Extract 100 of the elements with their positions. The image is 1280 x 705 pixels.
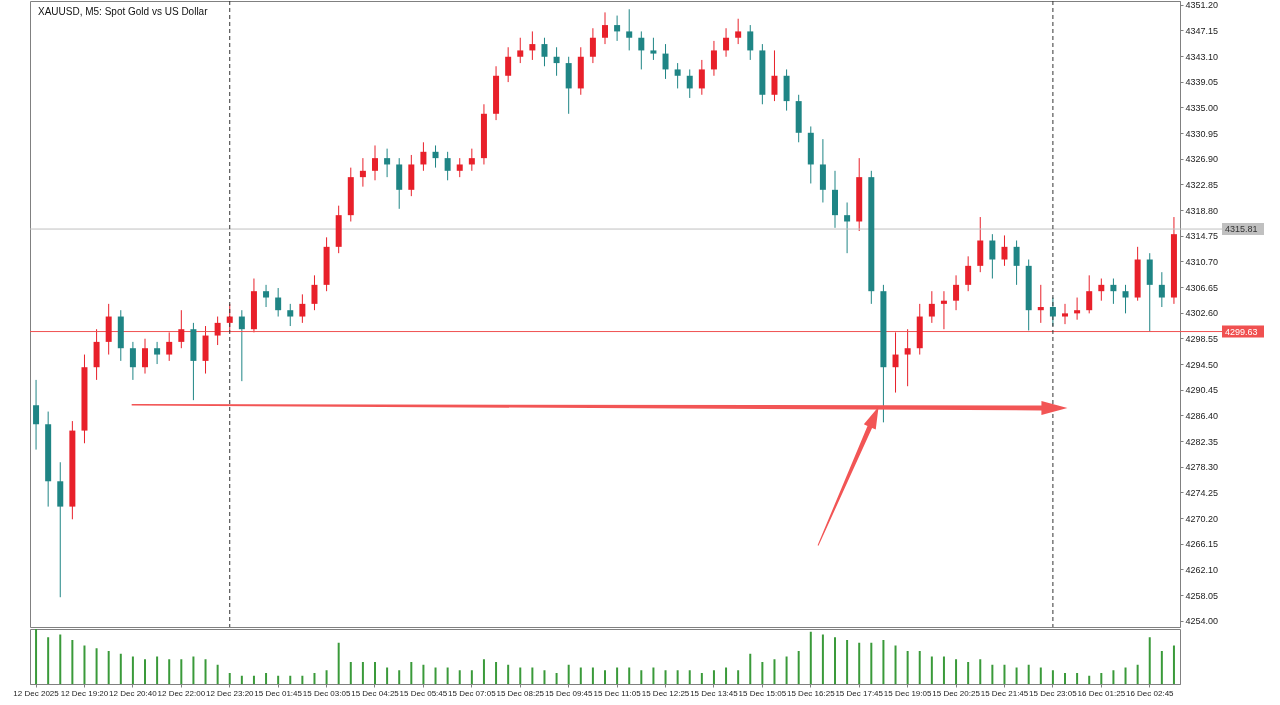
y-tick-label: 4298.55 <box>1185 333 1219 344</box>
y-tick-label: 4314.75 <box>1185 231 1219 242</box>
bar <box>313 673 316 684</box>
bar <box>725 667 728 684</box>
y-tick-label: 4318.80 <box>1185 205 1219 216</box>
bar <box>470 670 473 684</box>
bar <box>1015 667 1018 684</box>
chart-title: XAUUSD, M5: Spot Gold vs US Dollar <box>38 5 209 17</box>
x-tick-label: 15 Dec 21:45 <box>980 688 1029 698</box>
y-tick-label: 4274.25 <box>1185 487 1219 498</box>
bar <box>894 645 897 684</box>
candlestick <box>1122 284 1129 314</box>
candlestick <box>1110 278 1117 305</box>
x-tick-label: 15 Dec 11:05 <box>593 688 642 698</box>
y-tick-label: 4258.05 <box>1185 590 1219 601</box>
x-tick-label: 12 Dec 22:00 <box>157 688 206 698</box>
bar <box>918 651 921 684</box>
y-tick-label: 4335.00 <box>1185 102 1219 113</box>
bar <box>604 670 606 684</box>
bar <box>1172 645 1175 684</box>
candlestick <box>686 68 693 99</box>
bar <box>955 659 958 684</box>
x-tick-label: 15 Dec 16:25 <box>786 688 836 698</box>
bar <box>664 670 667 684</box>
y-tick-label: 4254.00 <box>1185 616 1219 627</box>
candlestick <box>1062 303 1068 325</box>
bar <box>277 675 280 684</box>
y-tick-label: 4343.10 <box>1185 51 1219 62</box>
bar <box>555 673 558 684</box>
bar <box>579 667 582 684</box>
x-tick-label: 16 Dec 01:25 <box>1077 688 1126 698</box>
candlestick <box>372 144 378 181</box>
y-tick-label: 4339.05 <box>1185 77 1219 88</box>
y-tick-label: 4306.65 <box>1185 282 1219 293</box>
x-tick-label: 15 Dec 20:25 <box>932 688 981 698</box>
candlestick <box>505 46 512 83</box>
x-tick-label: 15 Dec 08:25 <box>496 688 545 698</box>
x-tick-label: 15 Dec 09:45 <box>544 688 594 698</box>
candlestick <box>1013 240 1020 286</box>
y-tick-label: 4282.35 <box>1185 436 1219 447</box>
x-tick-label: 15 Dec 05:45 <box>399 688 448 698</box>
candlestick <box>1086 274 1093 314</box>
bar <box>846 640 849 684</box>
candlestick <box>214 316 221 346</box>
bar <box>1160 651 1163 684</box>
candlestick <box>432 144 439 169</box>
bar <box>567 664 570 684</box>
candlestick <box>311 274 318 311</box>
bar <box>386 667 389 684</box>
bar <box>616 667 619 684</box>
bar <box>712 670 715 684</box>
candlestick <box>263 284 270 308</box>
x-tick-label: 15 Dec 03:05 <box>302 688 351 698</box>
bar <box>1100 673 1103 684</box>
y-tick-label: 4302.60 <box>1185 308 1219 319</box>
candlestick <box>904 328 911 387</box>
bar <box>1003 664 1006 684</box>
candlestick <box>553 46 560 77</box>
bar <box>930 656 933 684</box>
candlestick <box>940 290 947 330</box>
bar <box>1112 670 1115 684</box>
candlestick <box>384 148 391 178</box>
bar <box>422 664 425 684</box>
bar <box>531 667 534 684</box>
candlestick <box>142 338 148 375</box>
candlestick <box>420 141 427 172</box>
y-tick-label: 4270.20 <box>1185 513 1219 524</box>
candlestick <box>638 30 645 70</box>
candlestick <box>468 148 475 172</box>
x-tick-label: 15 Dec 23:05 <box>1029 688 1078 698</box>
y-tick-label: 4322.85 <box>1185 179 1219 190</box>
bar <box>628 667 631 684</box>
bar <box>737 670 740 684</box>
bar <box>858 642 861 684</box>
bar <box>543 670 546 684</box>
y-tick-label: 4262.10 <box>1185 564 1219 575</box>
y-tick-label: 4294.50 <box>1185 359 1219 370</box>
y-tick-label: 4330.95 <box>1185 128 1219 139</box>
x-tick-label: 15 Dec 17:45 <box>835 688 884 698</box>
y-tick-label: 4347.15 <box>1185 25 1219 36</box>
candlestick <box>1098 278 1105 302</box>
bar <box>301 675 304 684</box>
candlestick <box>444 151 451 181</box>
bar <box>216 664 219 684</box>
bar <box>1051 670 1054 684</box>
ref-line-label: 4299.63 <box>1225 326 1258 337</box>
candlestick <box>674 62 681 89</box>
y-tick-label: 4290.45 <box>1185 385 1219 396</box>
candlestick <box>953 274 960 311</box>
bar <box>252 675 255 684</box>
bar <box>1124 667 1127 684</box>
bar <box>410 662 413 684</box>
candlestick <box>517 37 524 64</box>
candlestick <box>735 18 742 45</box>
bar <box>640 670 643 684</box>
candlestick <box>662 43 669 80</box>
y-tick-label: 4286.40 <box>1185 410 1219 421</box>
candlestick <box>359 157 366 188</box>
bar <box>144 659 146 684</box>
candlestick <box>989 233 996 280</box>
